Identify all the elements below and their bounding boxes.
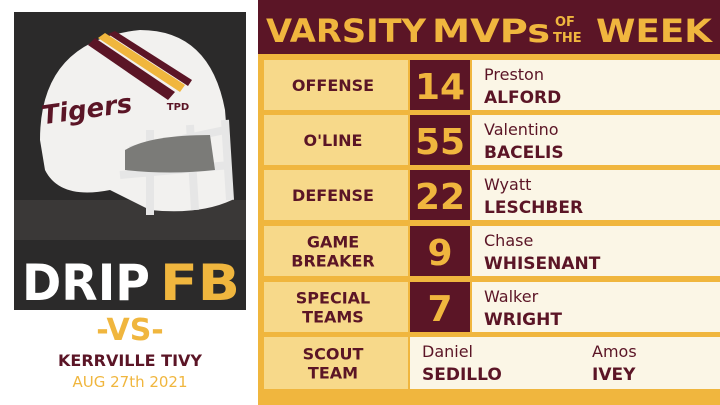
last-name: IVEY xyxy=(592,365,636,385)
title-week: WEEK xyxy=(596,12,713,50)
last-name: LESCHBER xyxy=(484,198,583,218)
position-cell xyxy=(264,115,408,165)
jersey-number: 14 xyxy=(415,67,465,108)
position-label: GAME xyxy=(307,233,359,252)
brand-fb: FB xyxy=(160,254,240,312)
jersey-number: 55 xyxy=(415,122,465,163)
last-name: WRIGHT xyxy=(484,310,562,330)
name-cell xyxy=(472,282,720,332)
position-label: OFFENSE xyxy=(292,76,374,95)
number-cell xyxy=(410,282,470,332)
title-of: OF xyxy=(555,15,575,30)
position-label: O'LINE xyxy=(304,131,363,150)
first-name: Daniel xyxy=(422,342,473,361)
helmet-badge: TPD xyxy=(167,102,189,113)
title-band xyxy=(258,0,720,54)
last-name: BACELIS xyxy=(484,143,564,163)
first-name: Valentino xyxy=(484,120,559,139)
jersey-number: 9 xyxy=(427,233,452,274)
position-label: TEAMS xyxy=(302,308,364,327)
last-name: ALFORD xyxy=(484,88,561,108)
position-cell xyxy=(264,226,408,276)
number-cell xyxy=(410,115,470,165)
first-name: Preston xyxy=(484,65,544,84)
vs: -VS- xyxy=(96,313,164,348)
name-cell xyxy=(472,115,720,165)
title-the: THE xyxy=(553,31,582,46)
name-cell xyxy=(472,170,720,220)
first-name: Chase xyxy=(484,231,533,250)
first-name: Wyatt xyxy=(484,175,531,194)
jersey-number: 7 xyxy=(427,289,452,330)
number-cell xyxy=(410,170,470,220)
jersey-number: 22 xyxy=(415,177,465,218)
position-label: BREAKER xyxy=(291,252,374,271)
position-cell xyxy=(264,60,408,110)
helmet xyxy=(40,30,234,215)
last-name: SEDILLO xyxy=(422,365,502,385)
title-mvps: MVPs xyxy=(432,12,550,50)
brand-drip: DRIP xyxy=(22,254,150,312)
position-label: DEFENSE xyxy=(292,186,374,205)
date: AUG 27th 2021 xyxy=(72,373,187,391)
position-cell xyxy=(264,170,408,220)
position-label: SCOUT xyxy=(303,345,364,364)
first-name: Amos xyxy=(592,342,637,361)
position-label: TEAM xyxy=(308,364,358,383)
name-cell xyxy=(472,60,720,110)
number-cell xyxy=(410,60,470,110)
position-cell xyxy=(264,337,408,389)
first-name: Walker xyxy=(484,287,539,306)
name-cell xyxy=(410,337,720,389)
position-label: SPECIAL xyxy=(296,289,370,308)
name-cell xyxy=(472,226,720,276)
last-name: WHISENANT xyxy=(484,254,601,274)
position-cell xyxy=(264,282,408,332)
title-varsity: VARSITY xyxy=(266,12,427,50)
opponent: KERRVILLE TIVY xyxy=(58,351,202,370)
number-cell xyxy=(410,226,470,276)
